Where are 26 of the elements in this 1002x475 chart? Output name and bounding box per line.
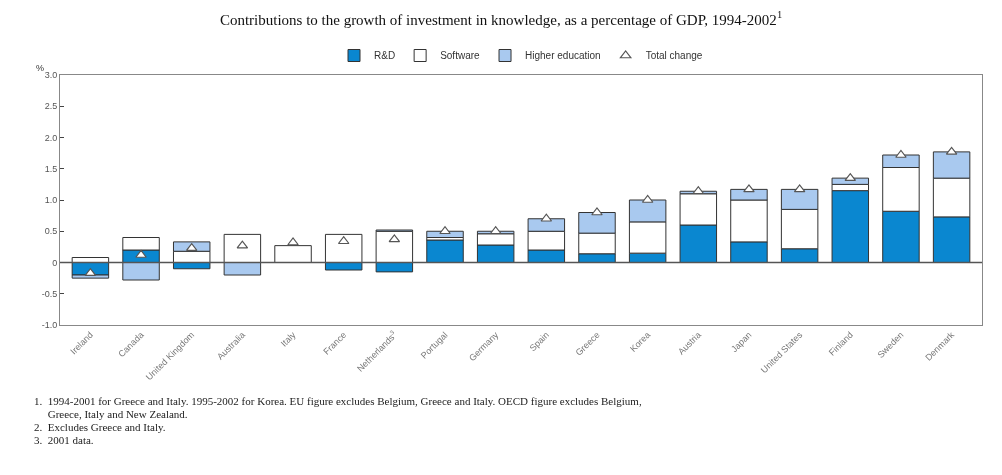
point <box>287 237 299 246</box>
legend-label: Total change <box>645 50 703 62</box>
y-tick-label: 1.0 <box>44 195 58 206</box>
y-tick-label: 2.0 <box>44 132 58 143</box>
y-tick-label: 3.0 <box>44 70 58 81</box>
point <box>439 226 451 235</box>
text: 1. 1994-2001 for Greece and Italy. 1995-2002 for Korea. EU figure excludes Belgium, Greece and Italy. OECD figure excludes Belgium, <box>34 395 642 407</box>
point <box>895 149 907 158</box>
y-tick-label: 0 <box>52 257 58 268</box>
text: Greece, Italy and New Zealand. <box>34 408 188 420</box>
point <box>135 249 147 258</box>
legend-label: R&D <box>374 50 396 62</box>
x-tick-label: Italy <box>278 329 298 349</box>
text: 2. Excludes Greece and Italy. <box>34 421 166 433</box>
y-tick-label: -0.5 <box>41 288 58 299</box>
bar <box>426 239 464 263</box>
legend-label: Software <box>440 50 481 62</box>
legend-label: Higher education <box>525 50 601 62</box>
point <box>591 207 603 216</box>
text: 3. 2001 data. <box>34 434 94 446</box>
y-tick-label: 1.5 <box>44 163 58 174</box>
y-tick-label: 0.5 <box>44 226 58 237</box>
y-tick-label: 2.5 <box>44 101 58 112</box>
y-axis-title: % <box>36 63 45 73</box>
y-tick-label: -1.0 <box>41 320 58 331</box>
chart-title: Contributions to the growth of investment in knowledge, as a percentage of GDP, 1994-2002$^{1}$ <box>219 9 783 28</box>
